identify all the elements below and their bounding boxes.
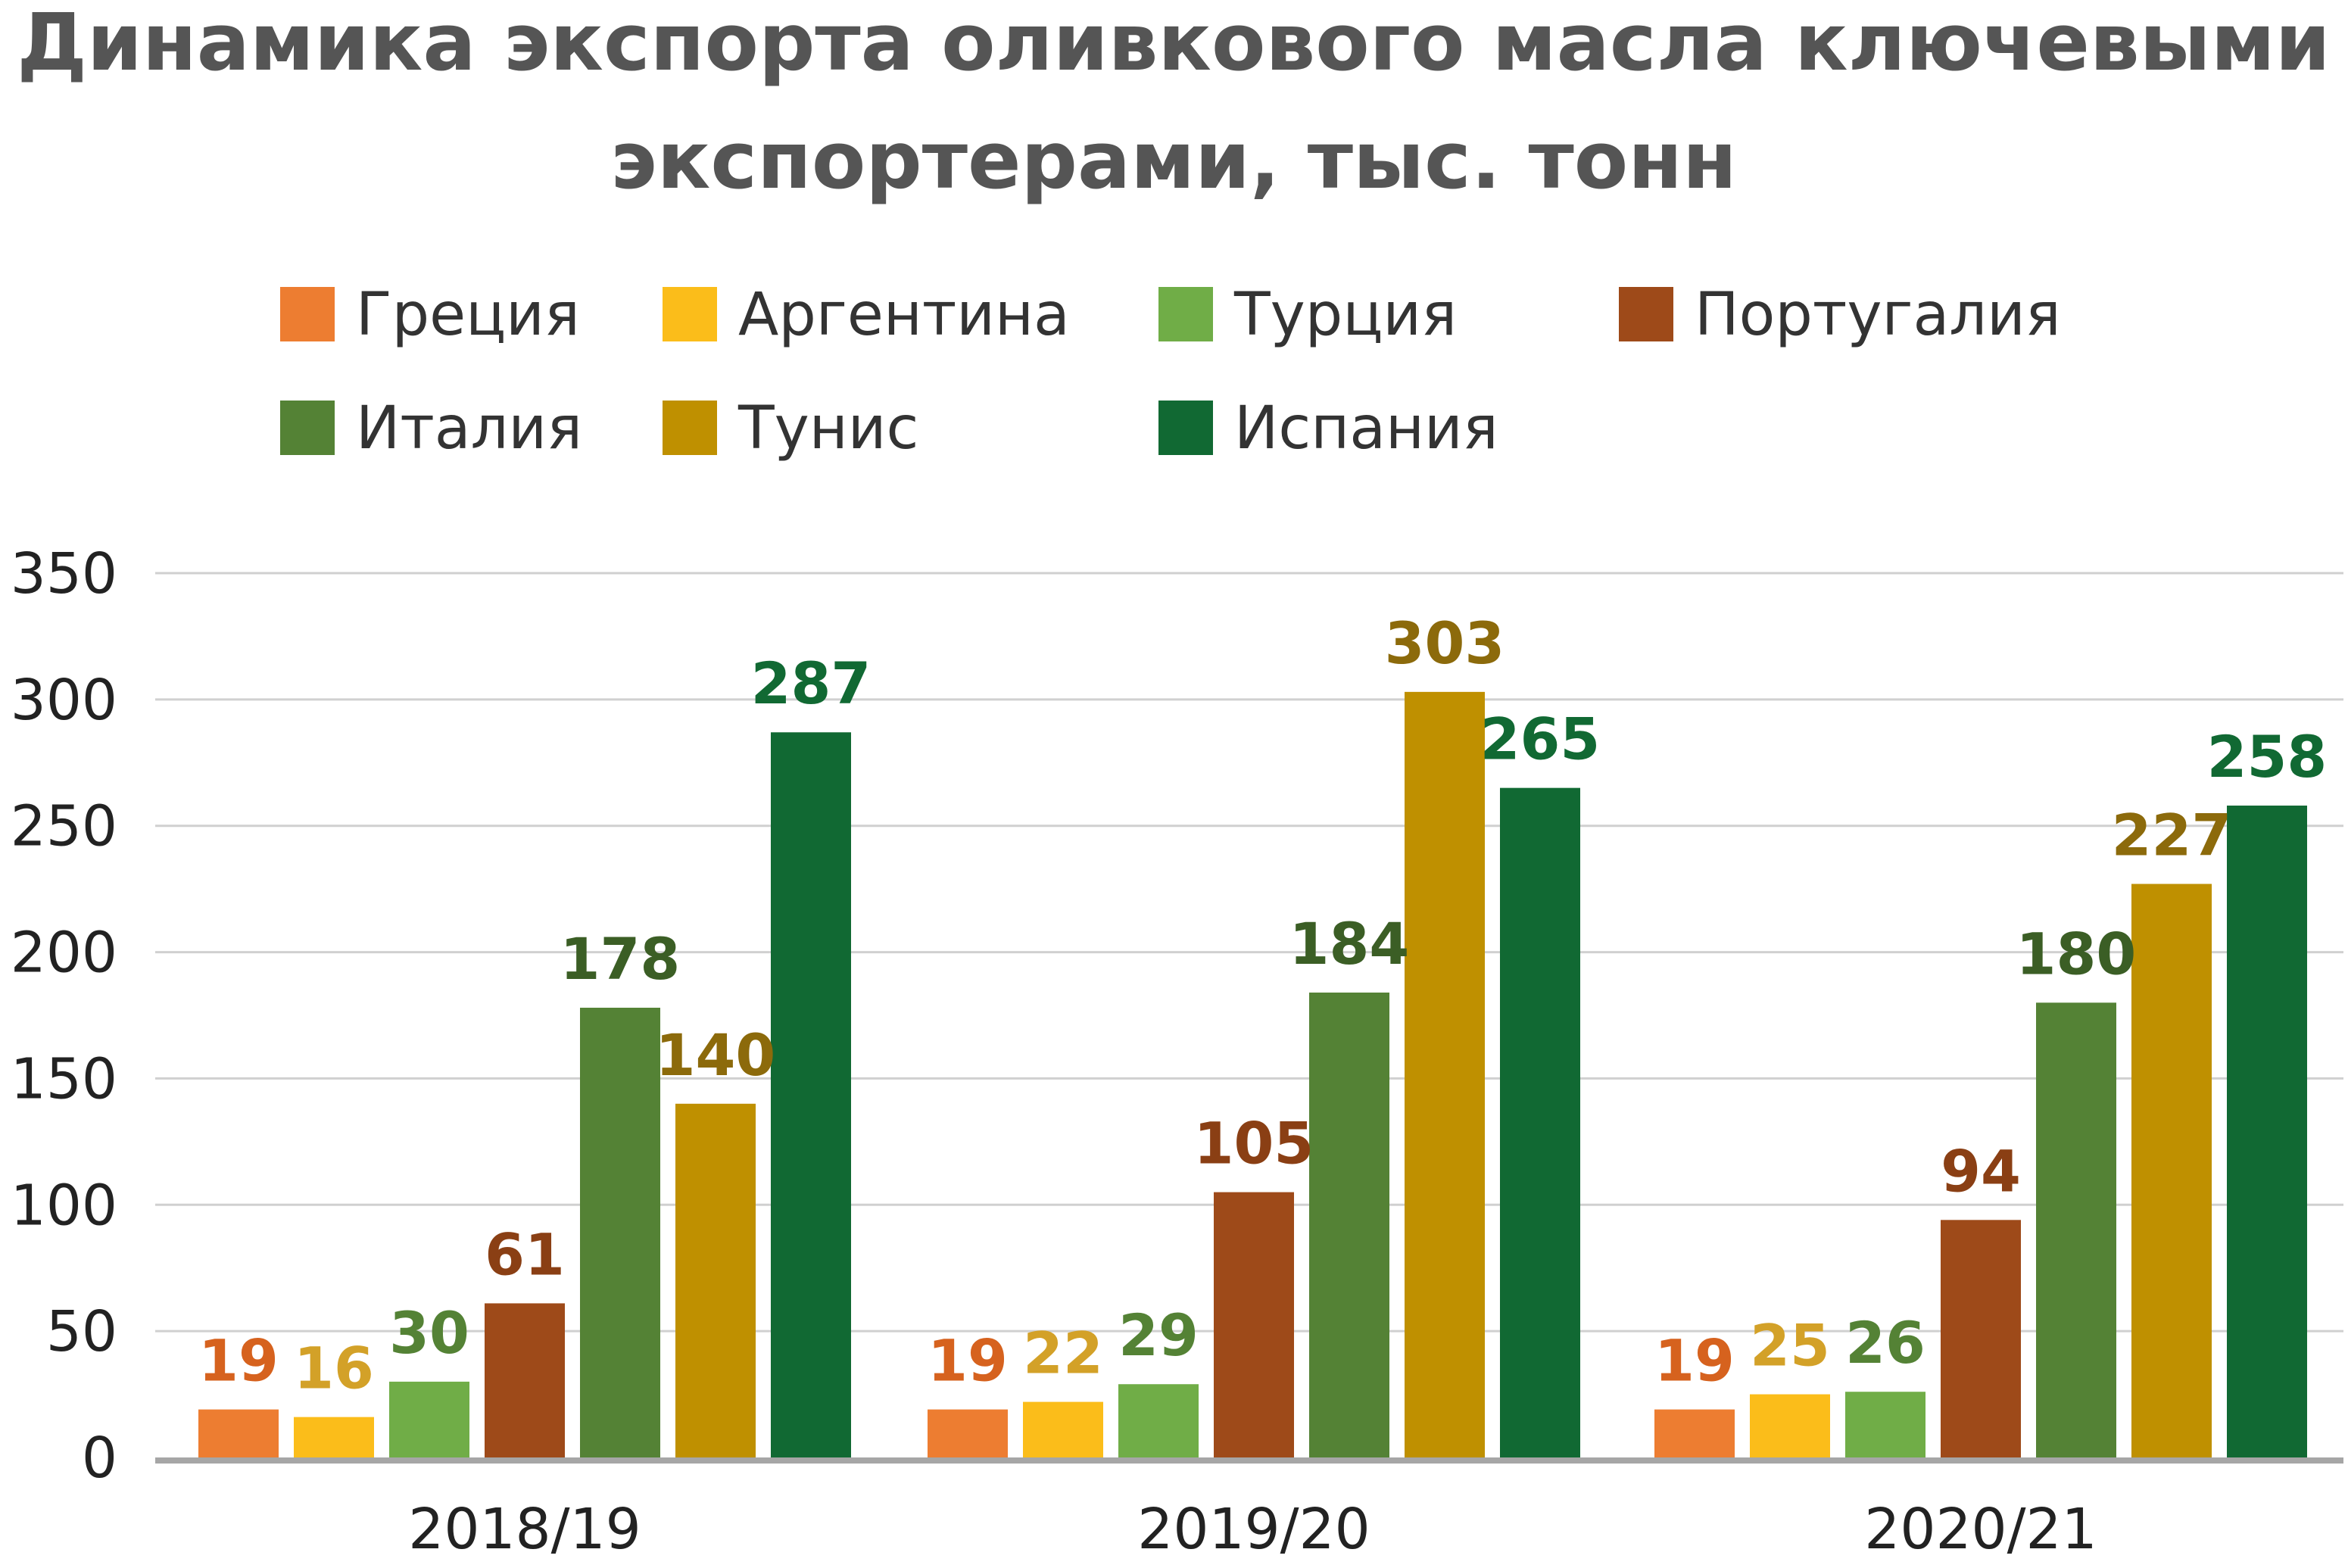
x-axis: 2018/19 2019/20 2020/21 <box>155 1457 2343 1562</box>
y-tick-label-0: 0 <box>82 1426 117 1491</box>
data-label-италия-2018-19: 178 <box>560 925 681 993</box>
bar-италия-2018-19 <box>580 1007 660 1457</box>
bar-греция-2019-20 <box>928 1409 1008 1457</box>
legend-label-португалия: Португалия <box>1695 281 2061 349</box>
legend-swatch-турция <box>1158 287 1213 341</box>
bars <box>198 691 2307 1457</box>
legend-label-греция: Греция <box>356 281 580 349</box>
data-label-португалия-2020-21: 94 <box>1941 1137 2021 1205</box>
bar-аргентина-2020-21 <box>1750 1394 1830 1457</box>
y-tick-label-350: 350 <box>11 541 117 606</box>
bar-португалия-2018-19 <box>485 1303 565 1457</box>
data-label-аргентина-2019-20: 22 <box>1023 1320 1103 1387</box>
legend-label-аргентина: Аргентина <box>738 281 1070 349</box>
y-tick-label-150: 150 <box>11 1046 117 1111</box>
y-tick-label-50: 50 <box>46 1299 117 1364</box>
legend-label-италия: Италия <box>356 394 582 463</box>
data-label-аргентина-2020-21: 25 <box>1750 1312 1830 1379</box>
data-label-турция-2018-19: 30 <box>389 1299 469 1367</box>
bar-турция-2020-21 <box>1845 1392 1925 1457</box>
legend-swatch-греция <box>280 287 335 341</box>
data-label-тунис-2018-19: 140 <box>656 1021 776 1089</box>
bar-тунис-2020-21 <box>2131 884 2212 1457</box>
chart-title-line-1: Динамика экспорта оливкового масла ключе… <box>17 0 2330 89</box>
bar-тунис-2019-20 <box>1405 691 1485 1457</box>
data-label-португалия-2019-20: 105 <box>1194 1110 1314 1177</box>
y-tick-label-300: 300 <box>11 668 117 733</box>
bar-испания-2020-21 <box>2227 806 2307 1457</box>
legend-swatch-испания <box>1158 401 1213 455</box>
bar-испания-2019-20 <box>1500 787 1580 1457</box>
y-tick-label-100: 100 <box>11 1173 117 1238</box>
x-tick-label-2020-21: 2020/21 <box>1864 1497 2097 1562</box>
x-tick-label-2018-19: 2018/19 <box>408 1497 641 1562</box>
bar-аргентина-2019-20 <box>1023 1401 1103 1457</box>
data-label-италия-2020-21: 180 <box>2016 920 2137 987</box>
bar-греция-2020-21 <box>1654 1409 1735 1457</box>
data-label-тунис-2019-20: 303 <box>1385 609 1505 677</box>
bar-турция-2019-20 <box>1118 1384 1199 1457</box>
bar-аргентина-2018-19 <box>294 1417 374 1457</box>
bar-италия-2019-20 <box>1309 992 1389 1457</box>
data-label-португалия-2018-19: 61 <box>485 1220 565 1288</box>
data-label-турция-2019-20: 29 <box>1118 1301 1199 1369</box>
legend-swatch-португалия <box>1619 287 1673 341</box>
bar-тунис-2018-19 <box>675 1103 756 1457</box>
chart-title-line-2: экспортерами, тыс. тонн <box>610 114 1737 207</box>
data-label-турция-2020-21: 26 <box>1845 1309 1925 1376</box>
legend-label-испания: Испания <box>1234 394 1498 463</box>
x-tick-label-2019-20: 2019/20 <box>1137 1497 1370 1562</box>
bar-греция-2018-19 <box>198 1409 279 1457</box>
legend-label-турция: Турция <box>1233 281 1457 349</box>
data-label-испания-2019-20: 265 <box>1480 706 1601 773</box>
legend-swatch-тунис <box>663 401 717 455</box>
bar-турция-2018-19 <box>389 1381 469 1457</box>
legend-label-тунис: Тунис <box>737 394 918 463</box>
y-tick-label-250: 250 <box>11 794 117 859</box>
data-label-тунис-2020-21: 227 <box>2112 801 2232 868</box>
data-label-греция-2018-19: 19 <box>198 1327 279 1395</box>
y-tick-label-200: 200 <box>11 921 117 986</box>
gridlines <box>155 572 2343 1333</box>
data-label-греция-2020-21: 19 <box>1654 1327 1735 1395</box>
data-label-греция-2019-20: 19 <box>928 1327 1008 1395</box>
bar-португалия-2020-21 <box>1941 1220 2021 1457</box>
legend: Греция Аргентина Турция Португалия Италия Тун… <box>280 281 2061 463</box>
data-label-италия-2019-20: 184 <box>1289 910 1410 977</box>
legend-swatch-аргентина <box>663 287 717 341</box>
data-label-испания-2020-21: 258 <box>2207 723 2328 790</box>
data-label-испания-2018-19: 287 <box>751 650 872 717</box>
bar-италия-2020-21 <box>2036 1002 2116 1457</box>
bar-испания-2018-19 <box>771 732 851 1457</box>
legend-swatch-италия <box>280 401 335 455</box>
chart-title: Динамика экспорта оливкового масла ключе… <box>17 0 2330 207</box>
data-label-аргентина-2018-19: 16 <box>294 1335 374 1402</box>
bar-португалия-2019-20 <box>1214 1192 1294 1457</box>
y-axis: 0 50 100 150 200 250 300 350 <box>11 541 117 1491</box>
